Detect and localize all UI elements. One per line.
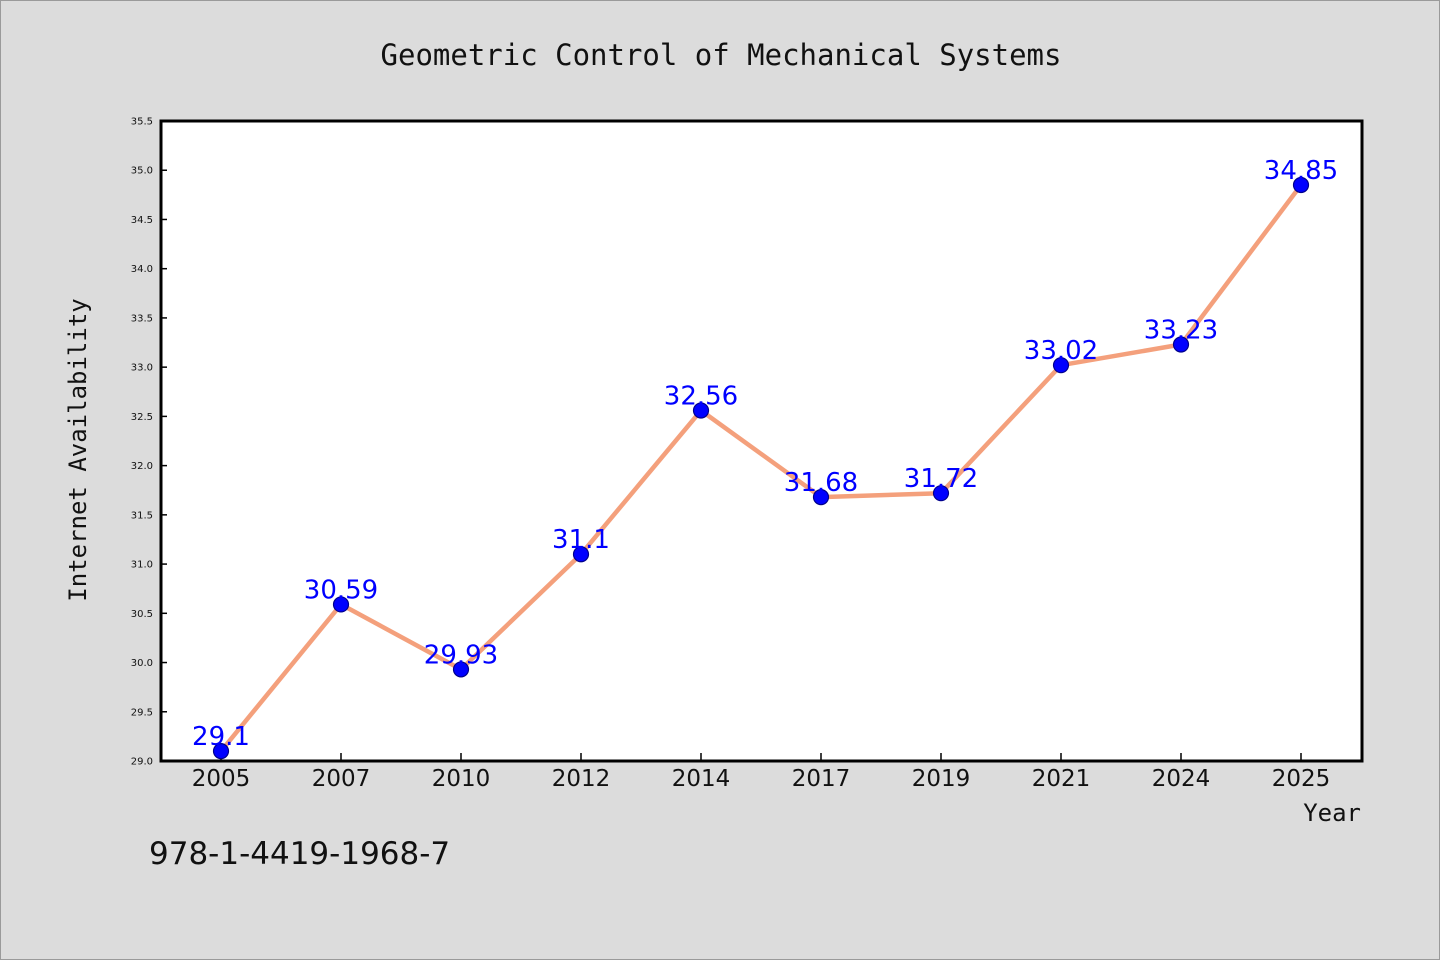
y-tick-label: 32.0 <box>131 461 153 472</box>
data-label: 30.59 <box>304 575 378 605</box>
data-point <box>1292 176 1310 194</box>
data-label: 31.1 <box>552 525 610 555</box>
data-point <box>812 489 830 506</box>
y-tick-label: 29.5 <box>131 707 153 718</box>
data-point <box>332 596 350 613</box>
x-tick-label: 2017 <box>792 766 851 792</box>
data-label: 33.02 <box>1024 336 1098 366</box>
plot-area <box>159 119 1364 763</box>
y-tick-label: 29.0 <box>131 757 153 768</box>
data-label: 33.23 <box>1144 316 1218 346</box>
y-tick-label: 34.0 <box>131 264 153 275</box>
y-tick-label: 32.5 <box>131 412 153 423</box>
y-axis-ticks: 29.0 29.5 30.0 30.5 31.0 31.5 32.0 32.5 33.0 33.5… <box>131 117 167 768</box>
x-axis-ticks: 2005 2007 2010 2012 2014 2017 2019 2021 2024 2025 <box>192 753 1331 792</box>
x-tick-label: 2025 <box>1272 766 1331 792</box>
y-axis-label: Internet Availability <box>64 298 92 601</box>
x-tick-label: 2007 <box>312 766 371 792</box>
y-tick-label: 33.5 <box>131 313 153 324</box>
x-tick-label: 2012 <box>552 766 611 792</box>
y-tick-label: 34.5 <box>131 215 153 226</box>
series-line <box>219 183 1303 753</box>
chart-title: Geometric Control of Mechanical Systems <box>381 38 1062 72</box>
data-label: 32.56 <box>664 381 738 411</box>
data-point <box>1172 336 1190 353</box>
data-label: 31.72 <box>904 464 978 494</box>
data-point <box>692 402 710 419</box>
y-tick-label: 35.5 <box>131 117 153 128</box>
y-tick-label: 30.5 <box>131 609 153 620</box>
y-tick-label: 31.0 <box>131 560 153 571</box>
x-tick-label: 2014 <box>672 766 731 792</box>
y-tick-label: 35.0 <box>131 166 153 177</box>
data-label: 29.93 <box>424 640 498 670</box>
footer-isbn: 978-1-4419-1968-7 <box>149 836 450 872</box>
y-tick-label: 31.5 <box>131 510 153 521</box>
data-label: 31.68 <box>784 468 858 498</box>
data-point <box>1052 357 1070 374</box>
data-label: 34.85 <box>1264 156 1338 186</box>
data-point <box>452 661 470 678</box>
data-point <box>212 743 230 760</box>
data-points <box>212 176 1310 760</box>
x-tick-label: 2019 <box>912 766 971 792</box>
data-point <box>572 546 590 563</box>
x-tick-label: 2010 <box>432 766 491 792</box>
x-tick-label: 2005 <box>192 766 251 792</box>
x-tick-label: 2024 <box>1152 766 1211 792</box>
x-tick-label: 2021 <box>1032 766 1091 792</box>
x-axis-label: Year <box>1303 799 1361 827</box>
data-labels: 29.1 30.59 29.93 31.1 32.56 31.68 31.72 33.02 33… <box>192 156 1338 752</box>
data-point <box>932 485 950 502</box>
y-tick-label: 30.0 <box>131 658 153 669</box>
data-label: 29.1 <box>192 722 250 752</box>
y-tick-label: 33.0 <box>131 363 153 374</box>
